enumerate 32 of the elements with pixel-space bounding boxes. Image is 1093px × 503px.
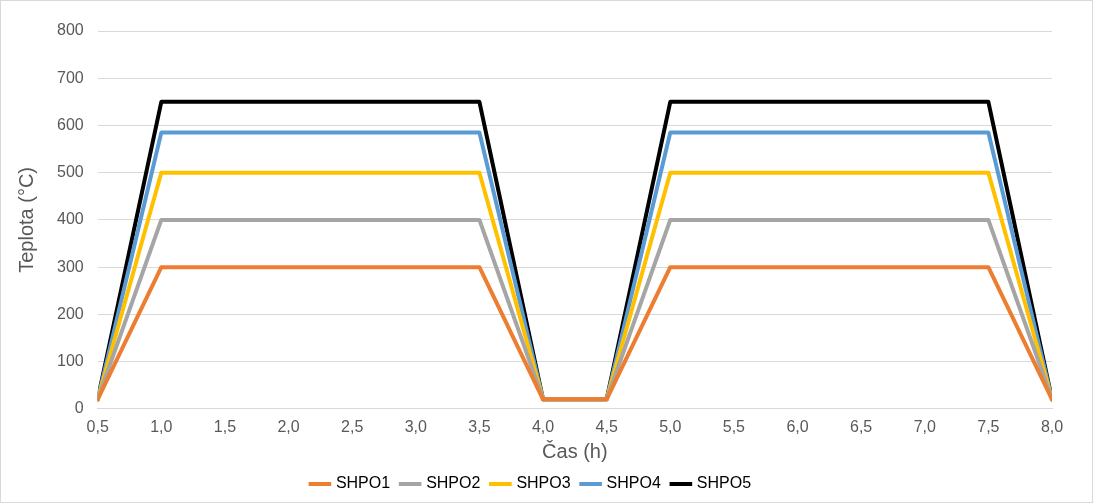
x-tick-label: 6,0 xyxy=(786,417,809,435)
y-tick-label: 100 xyxy=(56,351,84,369)
y-tick-label: 700 xyxy=(56,68,84,86)
legend-label: SHPO2 xyxy=(426,474,481,492)
legend-label: SHPO1 xyxy=(335,474,391,492)
x-tick-label: 7,5 xyxy=(977,417,1000,435)
x-tick-label: 2,5 xyxy=(341,417,364,435)
legend-label: SHPO4 xyxy=(606,474,661,492)
legend-label: SHPO3 xyxy=(516,474,571,492)
x-tick-label: 3,5 xyxy=(468,417,491,435)
x-tick-label: 3,0 xyxy=(404,417,428,435)
y-tick-label: 300 xyxy=(56,257,84,275)
y-tick-label: 0 xyxy=(74,399,84,417)
x-tick-label: 1,0 xyxy=(150,417,173,435)
x-tick-label: 5,0 xyxy=(659,417,682,435)
y-tick-label: 800 xyxy=(56,21,84,39)
x-tick-label: 4,5 xyxy=(595,417,618,435)
x-tick-label: 4,0 xyxy=(531,417,555,435)
x-tick-label: 5,5 xyxy=(722,417,746,435)
x-tick-label: 7,0 xyxy=(913,417,936,435)
y-axis-title: Teplota (°C) xyxy=(14,166,37,273)
x-tick-label: 2,0 xyxy=(277,417,300,435)
y-tick-label: 400 xyxy=(56,210,84,228)
y-tick-label: 600 xyxy=(56,115,84,133)
x-tick-label: 0,5 xyxy=(86,417,109,435)
x-tick-label: 6,5 xyxy=(850,417,873,435)
y-tick-label: 500 xyxy=(56,163,84,181)
x-tick-label: 1,5 xyxy=(213,417,237,435)
legend-label: SHPO5 xyxy=(696,474,752,492)
y-tick-label: 200 xyxy=(56,304,84,322)
x-axis-title: Čas (h) xyxy=(542,439,608,462)
x-tick-label: 8,0 xyxy=(1040,417,1064,435)
